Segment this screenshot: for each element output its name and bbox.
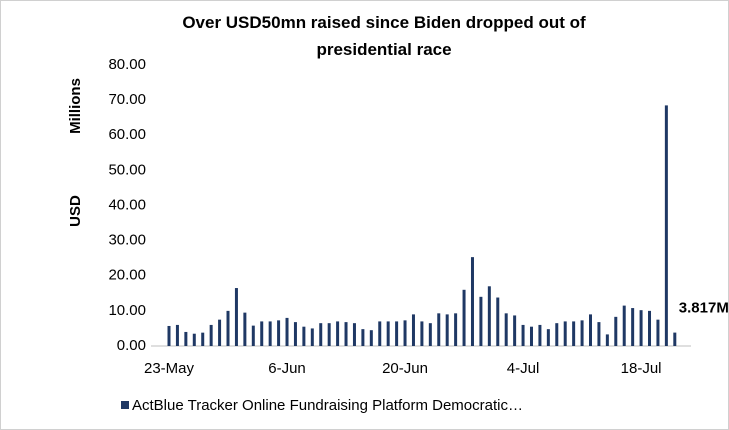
bar — [513, 315, 517, 346]
bar — [277, 320, 281, 346]
bar — [605, 334, 609, 346]
x-tick-label: 4-Jul — [507, 360, 540, 377]
bar — [378, 321, 382, 346]
bar — [369, 330, 373, 346]
bar — [428, 323, 432, 346]
bar — [226, 310, 230, 346]
y-tick-label: 80.00 — [108, 56, 146, 73]
legend-swatch — [121, 401, 129, 409]
bar — [521, 324, 525, 346]
bar — [319, 323, 323, 346]
legend-label: ActBlue Tracker Online Fundraising Platf… — [132, 397, 523, 414]
bar — [260, 321, 264, 346]
x-tick-label: 23-May — [144, 360, 195, 377]
x-tick-label: 18-Jul — [621, 360, 662, 377]
y-tick-label: 70.00 — [108, 91, 146, 108]
y-tick-label: 50.00 — [108, 161, 146, 178]
bar — [664, 105, 668, 346]
bar — [487, 286, 491, 346]
bar — [293, 322, 297, 346]
bar — [395, 321, 399, 346]
bar — [336, 321, 340, 346]
bar — [614, 316, 618, 346]
bar — [344, 322, 348, 346]
bar — [648, 310, 652, 346]
y-tick-label: 40.00 — [108, 196, 146, 213]
bar — [234, 288, 238, 346]
chart-title: Over USD50mn raised since Biden dropped … — [182, 13, 586, 59]
y-tick-label: 20.00 — [108, 267, 146, 284]
y-tick-label: 10.00 — [108, 302, 146, 319]
y-tick-label: 30.00 — [108, 232, 146, 249]
bar — [386, 321, 390, 346]
y-axis-label: USD — [67, 195, 84, 227]
bar — [175, 324, 179, 346]
y-tick-label: 60.00 — [108, 126, 146, 143]
bar — [167, 325, 171, 346]
data-label: 3.817M — [679, 300, 728, 317]
bar — [597, 322, 601, 346]
bar — [529, 326, 533, 346]
y-axis-unit: Millions — [67, 78, 84, 134]
bar — [538, 324, 542, 346]
bar — [462, 289, 466, 346]
bar — [673, 332, 677, 346]
bar — [437, 313, 441, 346]
bar — [192, 333, 196, 346]
bar — [184, 331, 188, 346]
bar — [470, 257, 474, 346]
bar — [639, 310, 643, 346]
bar — [361, 329, 365, 346]
x-tick-label: 6-Jun — [268, 360, 306, 377]
bar — [580, 320, 584, 346]
bar — [445, 314, 449, 346]
bar — [454, 313, 458, 346]
bar — [268, 321, 272, 346]
bar — [555, 323, 559, 346]
bar — [403, 320, 407, 346]
bar — [420, 321, 424, 346]
x-tick-label: 20-Jun — [382, 360, 428, 377]
bar — [479, 296, 483, 346]
bar — [243, 312, 247, 346]
y-tick-label: 0.00 — [117, 337, 146, 354]
bar — [285, 317, 289, 346]
bar — [589, 314, 592, 346]
bar — [496, 297, 500, 346]
bar — [504, 313, 508, 346]
bar — [310, 328, 314, 346]
bar — [251, 325, 255, 346]
bar — [352, 323, 356, 346]
bar — [656, 319, 660, 346]
bar — [572, 321, 576, 346]
bar — [201, 332, 205, 346]
bar — [563, 321, 567, 346]
bar — [546, 329, 550, 346]
bar — [209, 324, 213, 346]
bar — [631, 308, 635, 346]
bar — [302, 326, 306, 346]
bar — [411, 314, 415, 346]
bar — [622, 305, 626, 346]
bar — [218, 319, 222, 346]
bar — [327, 323, 331, 346]
